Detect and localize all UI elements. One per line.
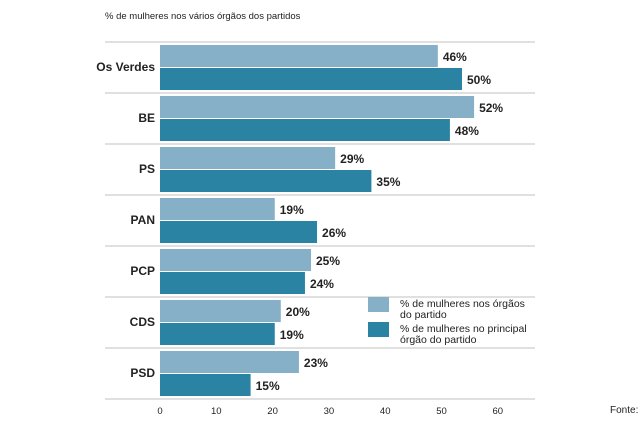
source-label: Fonte:: [610, 405, 639, 416]
category-label: PCP: [130, 264, 155, 278]
bar-orgaos: [160, 45, 438, 67]
bar-orgaos: [160, 96, 475, 118]
category-label: Os Verdes: [96, 60, 155, 74]
legend-swatch: [368, 297, 389, 312]
legend-label: % de mulheres nos órgãos: [400, 298, 525, 310]
category-label: PSD: [130, 366, 155, 380]
data-label: 20%: [286, 305, 310, 319]
data-label: 46%: [443, 50, 467, 64]
bar-principal: [160, 323, 275, 345]
data-label: 19%: [280, 328, 304, 342]
bar-orgaos: [160, 249, 311, 271]
bar-principal: [160, 374, 251, 396]
data-label: 15%: [256, 379, 280, 393]
category-label: PS: [139, 162, 155, 176]
data-label: 29%: [340, 152, 364, 166]
bar-principal: [160, 221, 318, 243]
data-label: 24%: [310, 277, 334, 291]
bar-principal: [160, 170, 372, 192]
bar-orgaos: [160, 300, 281, 322]
category-label: CDS: [130, 315, 155, 329]
x-tick-label: 60: [493, 406, 504, 417]
x-tick-label: 10: [211, 406, 222, 417]
x-tick-label: 20: [267, 406, 278, 417]
data-label: 25%: [316, 254, 340, 268]
data-label: 48%: [455, 124, 479, 138]
legend-label: órgão do partido: [400, 334, 477, 346]
bar-principal: [160, 68, 462, 90]
data-label: 52%: [479, 101, 503, 115]
x-tick-label: 40: [380, 406, 391, 417]
category-label: BE: [138, 111, 155, 125]
bar-principal: [160, 272, 305, 294]
data-label: 26%: [322, 226, 346, 240]
data-label: 23%: [304, 356, 328, 370]
data-label: 35%: [376, 175, 400, 189]
data-label: 50%: [467, 73, 491, 87]
legend-swatch: [368, 322, 389, 337]
x-tick-label: 30: [324, 406, 335, 417]
category-label: PAN: [131, 213, 155, 227]
x-tick-label: 0: [157, 406, 162, 417]
bar-orgaos: [160, 351, 299, 373]
chart-title: % de mulheres nos vários órgãos dos part…: [105, 11, 301, 22]
bar-orgaos: [160, 198, 275, 220]
bar-principal: [160, 119, 450, 141]
legend-label: % de mulheres no principal: [400, 323, 527, 335]
legend-label: do partido: [400, 309, 447, 321]
x-tick-label: 50: [436, 406, 447, 417]
bar-orgaos: [160, 147, 336, 169]
data-label: 19%: [280, 203, 304, 217]
